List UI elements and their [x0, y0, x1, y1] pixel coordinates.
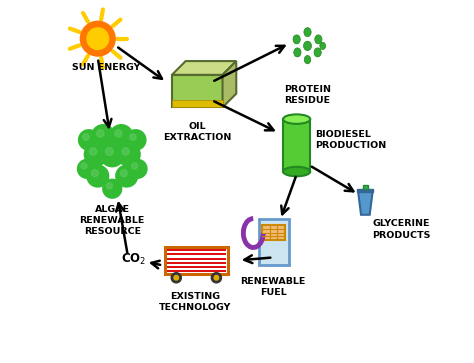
Text: ALGAE
RENEWABLE
RESOURCE: ALGAE RENEWABLE RESOURCE — [80, 205, 145, 236]
Ellipse shape — [293, 35, 301, 44]
Polygon shape — [167, 270, 226, 272]
Polygon shape — [167, 249, 226, 251]
Circle shape — [115, 130, 122, 137]
Circle shape — [87, 28, 109, 49]
Ellipse shape — [304, 56, 311, 64]
Circle shape — [86, 164, 109, 188]
Text: SUN ENERGY: SUN ENERGY — [73, 63, 141, 72]
Circle shape — [84, 142, 108, 167]
Ellipse shape — [315, 35, 322, 44]
Circle shape — [115, 164, 138, 188]
Ellipse shape — [283, 114, 310, 124]
Text: BIODIESEL
PRODUCTION: BIODIESEL PRODUCTION — [315, 130, 386, 150]
Ellipse shape — [303, 41, 311, 50]
Polygon shape — [167, 253, 226, 255]
Ellipse shape — [320, 42, 326, 49]
Ellipse shape — [304, 28, 311, 37]
Text: EXISTING
TECHNOLOGY: EXISTING TECHNOLOGY — [159, 292, 232, 312]
Circle shape — [82, 134, 89, 140]
Polygon shape — [172, 100, 222, 107]
Polygon shape — [164, 246, 228, 274]
Circle shape — [109, 124, 134, 148]
Ellipse shape — [314, 48, 321, 57]
Circle shape — [81, 163, 87, 169]
Circle shape — [105, 148, 113, 155]
Text: PROTEIN
RESIDUE: PROTEIN RESIDUE — [284, 85, 331, 105]
Circle shape — [78, 129, 100, 151]
Circle shape — [81, 21, 115, 56]
Polygon shape — [358, 192, 373, 215]
Circle shape — [129, 134, 136, 140]
Polygon shape — [357, 189, 374, 192]
Circle shape — [214, 276, 219, 280]
Circle shape — [116, 142, 141, 167]
Circle shape — [125, 129, 146, 151]
Polygon shape — [259, 220, 290, 265]
Circle shape — [171, 273, 182, 283]
Circle shape — [120, 170, 128, 177]
Polygon shape — [263, 225, 284, 240]
Polygon shape — [167, 262, 226, 264]
Circle shape — [99, 141, 125, 167]
Polygon shape — [172, 75, 222, 107]
Text: RENEWABLE
FUEL: RENEWABLE FUEL — [240, 277, 306, 297]
Polygon shape — [283, 119, 310, 172]
Circle shape — [106, 183, 112, 189]
Circle shape — [90, 148, 97, 155]
Circle shape — [77, 159, 97, 179]
Text: OIL
EXTRACTION: OIL EXTRACTION — [163, 122, 231, 142]
Text: GLYCERINE
PRODUCTS: GLYCERINE PRODUCTS — [373, 220, 431, 240]
Text: CO$_2$: CO$_2$ — [121, 252, 146, 267]
Circle shape — [128, 159, 148, 179]
Polygon shape — [363, 185, 367, 189]
Polygon shape — [222, 61, 236, 107]
Circle shape — [91, 124, 116, 148]
Circle shape — [211, 273, 221, 283]
Circle shape — [122, 148, 129, 155]
Polygon shape — [172, 61, 236, 75]
Circle shape — [97, 130, 104, 137]
Polygon shape — [167, 266, 226, 268]
Ellipse shape — [294, 48, 301, 57]
Ellipse shape — [283, 167, 310, 176]
Circle shape — [91, 170, 99, 177]
Circle shape — [102, 179, 122, 199]
Circle shape — [132, 163, 138, 169]
Polygon shape — [167, 258, 226, 260]
Circle shape — [174, 276, 179, 280]
